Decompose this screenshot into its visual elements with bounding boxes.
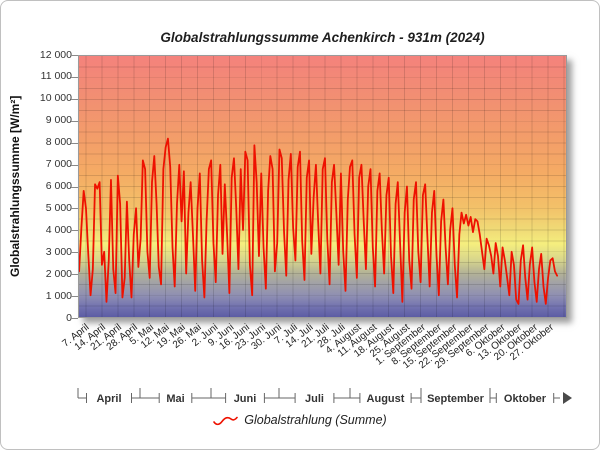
y-tick-mark bbox=[71, 55, 78, 56]
y-tick-mark bbox=[71, 120, 78, 122]
y-tick-mark bbox=[71, 142, 78, 144]
month-label: April bbox=[96, 393, 121, 405]
data-line-globalstrahlung bbox=[79, 137, 559, 305]
y-tick-label: 1 000 bbox=[45, 289, 72, 302]
month-label: Mai bbox=[166, 393, 184, 405]
y-tick-mark bbox=[71, 318, 78, 319]
y-tick-mark bbox=[71, 208, 78, 210]
y-tick-mark bbox=[71, 230, 78, 232]
y-tick-label: 2 000 bbox=[45, 267, 72, 280]
plot-svg bbox=[79, 56, 566, 317]
y-tick-mark bbox=[71, 296, 78, 298]
month-axis: April Mai Juni Juli August September Oktober bbox=[77, 388, 572, 405]
y-tick-label: 0 bbox=[66, 311, 72, 324]
y-tick-mark bbox=[71, 98, 78, 100]
legend-line-icon bbox=[213, 416, 239, 426]
y-tick-mark bbox=[71, 252, 78, 254]
y-tick-mark bbox=[71, 274, 78, 276]
y-tick-label: 7 000 bbox=[45, 158, 72, 171]
y-tick-label: 10 000 bbox=[39, 92, 72, 105]
plot-area bbox=[78, 55, 567, 318]
axis-continue-arrow-icon bbox=[563, 392, 572, 404]
y-tick-mark bbox=[71, 164, 78, 166]
y-tick-mark bbox=[71, 186, 78, 188]
month-label: Juni bbox=[234, 393, 257, 405]
y-tick-label: 6 000 bbox=[45, 180, 72, 192]
y-tick-label: 3 000 bbox=[45, 245, 72, 258]
y-tick-label: 12 000 bbox=[39, 48, 72, 61]
legend: Globalstrahlung (Summe) bbox=[0, 413, 600, 427]
y-tick-mark bbox=[71, 76, 78, 78]
month-label: Oktober bbox=[504, 393, 547, 405]
month-label: August bbox=[367, 393, 405, 405]
y-tick-label: 4 000 bbox=[45, 223, 72, 236]
y-tick-label: 5 000 bbox=[45, 201, 72, 214]
y-tick-label: 9 000 bbox=[45, 114, 72, 127]
y-tick-label: 8 000 bbox=[45, 136, 72, 149]
legend-label: Globalstrahlung (Summe) bbox=[244, 413, 387, 427]
month-label: September bbox=[427, 393, 485, 405]
month-label: Juli bbox=[305, 393, 324, 405]
y-tick-label: 11 000 bbox=[40, 70, 72, 83]
chart-title: Globalstrahlungssumme Achenkirch - 931m … bbox=[160, 30, 485, 45]
